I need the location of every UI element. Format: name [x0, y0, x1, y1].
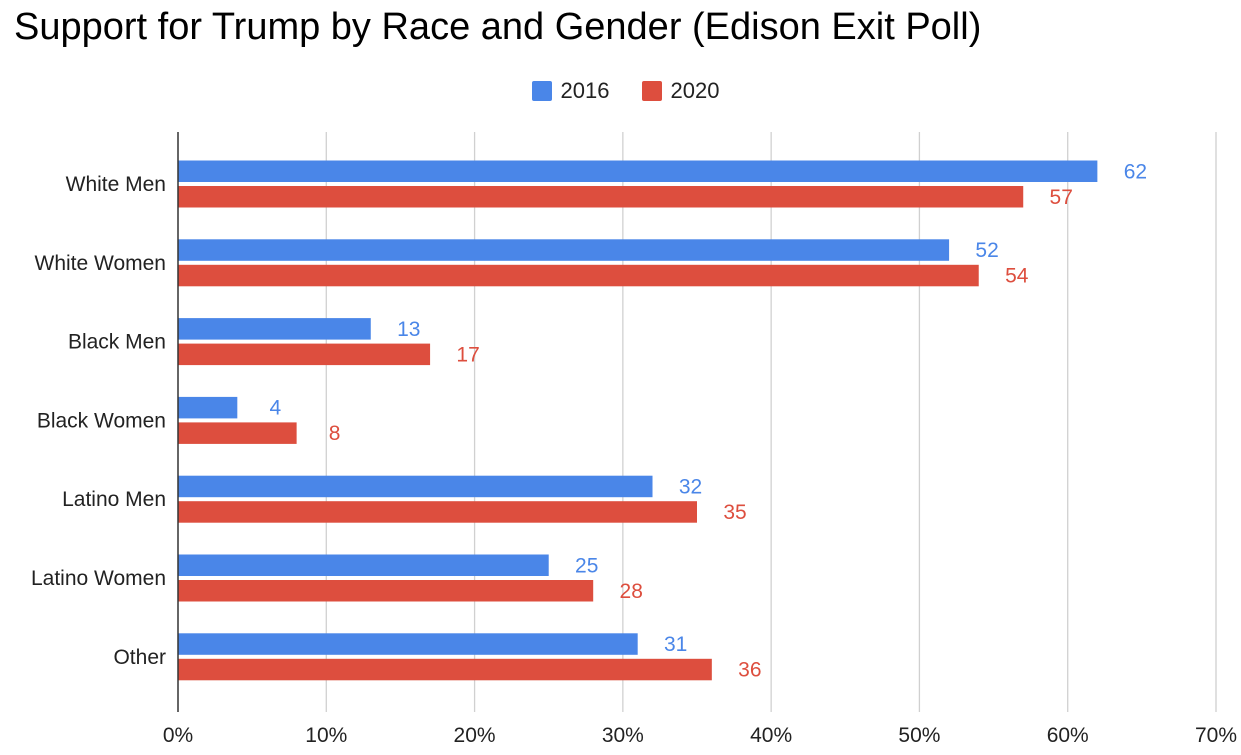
- x-tick-label-40: 40%: [750, 724, 792, 747]
- data-label-white-men-2016: 62: [1124, 160, 1147, 183]
- bar-white-men-2016: [178, 160, 1098, 182]
- legend-label-2016: 2016: [560, 78, 610, 103]
- data-label-white-women-2016: 52: [975, 239, 998, 262]
- data-label-white-men-2020: 57: [1050, 186, 1073, 209]
- chart-title: Support for Trump by Race and Gender (Ed…: [14, 6, 982, 48]
- data-label-latino-women-2020: 28: [620, 580, 643, 603]
- data-label-other-2020: 36: [738, 659, 761, 682]
- x-tick-label-70: 70%: [1195, 724, 1237, 747]
- bar-white-women-2020: [178, 264, 979, 287]
- data-label-latino-men-2020: 35: [723, 501, 746, 524]
- category-label-white-women: White Women: [35, 252, 167, 275]
- data-label-latino-men-2016: 32: [679, 475, 702, 498]
- x-tick-label-10: 10%: [305, 724, 347, 747]
- category-label-white-men: White Men: [66, 173, 166, 196]
- legend-swatch-2020: [641, 81, 662, 101]
- data-label-white-women-2020: 54: [1005, 265, 1029, 288]
- legend-item-2020: 2020: [632, 78, 720, 104]
- bar-other-2020: [178, 658, 712, 681]
- category-label-other: Other: [113, 646, 166, 669]
- bar-white-men-2020: [178, 186, 1024, 208]
- chart-legend: 2016 2020: [0, 76, 1241, 106]
- x-tick-label-20: 20%: [454, 724, 496, 747]
- legend-label-2020: 2020: [670, 78, 720, 103]
- bar-black-women-2016: [178, 396, 238, 419]
- bar-latino-women-2020: [178, 580, 594, 602]
- data-label-black-women-2016: 4: [269, 397, 281, 420]
- data-label-black-men-2016: 13: [397, 318, 420, 341]
- category-label-latino-women: Latino Women: [31, 567, 166, 590]
- bar-black-men-2016: [178, 318, 371, 340]
- legend-swatch-2016: [531, 81, 552, 101]
- x-tick-label-60: 60%: [1047, 724, 1089, 747]
- legend-item-2016: 2016: [522, 78, 610, 104]
- category-label-black-men: Black Men: [68, 331, 166, 354]
- bar-latino-women-2016: [178, 554, 549, 576]
- bar-black-men-2020: [178, 343, 431, 366]
- bar-latino-men-2016: [178, 475, 653, 498]
- bar-other-2016: [178, 633, 638, 655]
- category-label-black-women: Black Women: [37, 409, 166, 432]
- data-label-black-men-2020: 17: [456, 343, 479, 366]
- bar-white-women-2016: [178, 239, 950, 261]
- data-label-black-women-2020: 8: [329, 422, 341, 445]
- data-label-latino-women-2016: 25: [575, 554, 598, 577]
- bar-latino-men-2020: [178, 501, 697, 523]
- x-tick-label-50: 50%: [898, 724, 940, 747]
- data-label-other-2016: 31: [664, 633, 687, 656]
- x-tick-label-30: 30%: [602, 724, 644, 747]
- category-label-latino-men: Latino Men: [62, 488, 166, 511]
- bar-black-women-2020: [178, 422, 297, 444]
- x-tick-label-0: 0%: [163, 724, 193, 747]
